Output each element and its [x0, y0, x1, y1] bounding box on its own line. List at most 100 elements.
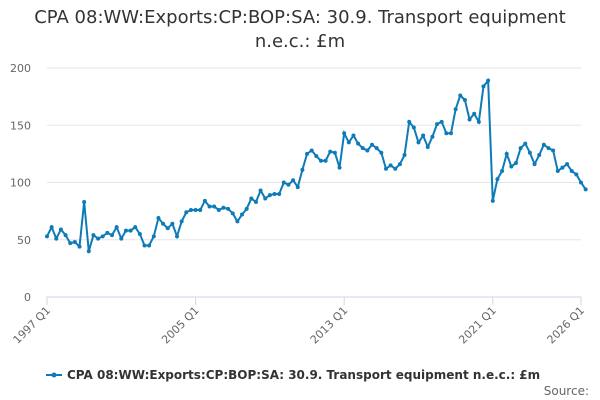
y-tick-label: 50 — [17, 234, 31, 247]
data-point — [444, 131, 449, 136]
data-point — [119, 236, 124, 241]
data-point — [574, 172, 579, 177]
data-point — [86, 249, 91, 254]
data-point — [123, 228, 128, 233]
data-point — [523, 141, 528, 146]
data-point — [481, 84, 486, 89]
data-point — [230, 211, 235, 216]
data-point — [472, 111, 477, 116]
data-point — [207, 204, 212, 209]
legend-label: CPA 08:WW:Exports:CP:BOP:SA: 30.9. Trans… — [67, 368, 540, 382]
data-point — [137, 232, 142, 237]
data-point — [142, 243, 147, 248]
data-point — [277, 191, 282, 196]
data-point — [221, 205, 226, 210]
data-point — [96, 236, 101, 241]
data-point — [235, 219, 240, 224]
data-point — [439, 119, 444, 124]
data-point — [462, 98, 467, 103]
data-point — [240, 212, 245, 217]
data-point — [416, 140, 421, 145]
data-point — [504, 151, 509, 156]
data-point — [393, 166, 398, 171]
data-point — [579, 180, 583, 185]
data-point — [323, 158, 328, 163]
data-point — [198, 207, 203, 212]
data-point — [170, 221, 175, 226]
data-point — [105, 230, 110, 235]
data-point — [569, 169, 574, 174]
data-point — [216, 207, 221, 212]
data-point — [263, 196, 268, 201]
data-point — [513, 161, 518, 166]
data-point — [54, 236, 59, 241]
data-point — [388, 163, 393, 168]
data-point — [212, 204, 217, 209]
data-point — [68, 241, 73, 246]
data-point — [91, 233, 96, 238]
data-point — [342, 131, 347, 136]
data-point — [175, 234, 180, 239]
data-point — [435, 122, 440, 127]
data-point — [49, 225, 54, 230]
data-point — [430, 134, 435, 139]
data-point — [518, 146, 523, 151]
data-point — [532, 162, 537, 167]
data-point — [332, 150, 337, 155]
data-point — [555, 169, 560, 174]
data-point — [291, 178, 296, 183]
data-point — [184, 210, 189, 215]
data-point — [128, 228, 133, 233]
x-tick-label: 1997 Q1 — [11, 304, 54, 347]
data-point — [202, 198, 207, 203]
data-point — [370, 142, 375, 147]
x-tick-label: 2005 Q1 — [159, 304, 202, 347]
data-point — [565, 162, 570, 167]
y-tick-label: 100 — [10, 177, 31, 190]
data-point — [249, 196, 254, 201]
x-tick-label: 2013 Q1 — [308, 304, 351, 347]
data-point — [490, 198, 495, 203]
data-point — [193, 207, 198, 212]
data-point — [147, 243, 152, 248]
data-point — [314, 154, 319, 159]
data-point — [58, 227, 63, 232]
data-point — [365, 148, 370, 153]
data-point — [402, 153, 407, 158]
data-point — [411, 125, 416, 130]
data-point — [546, 146, 551, 151]
data-point — [244, 206, 249, 211]
y-tick-label: 0 — [24, 291, 31, 304]
data-point — [379, 150, 384, 155]
data-point — [156, 215, 161, 220]
data-point — [551, 148, 556, 153]
data-point — [161, 221, 166, 226]
data-point — [476, 119, 481, 124]
data-point — [77, 244, 82, 249]
x-tick-label: 2026 Q1 — [545, 304, 588, 347]
data-point — [467, 117, 472, 122]
data-point — [360, 146, 365, 151]
data-point — [151, 234, 156, 239]
data-point — [328, 149, 333, 154]
data-point — [537, 153, 542, 158]
data-point — [286, 182, 291, 187]
data-point — [295, 185, 300, 190]
data-point — [253, 199, 258, 204]
data-point — [188, 207, 193, 212]
data-point — [500, 169, 505, 174]
data-point — [226, 206, 231, 211]
data-point — [45, 234, 49, 239]
data-point — [383, 166, 388, 171]
data-point — [397, 162, 402, 167]
data-point — [374, 146, 379, 151]
data-point — [425, 145, 430, 150]
data-point — [133, 225, 138, 230]
data-point — [453, 107, 458, 112]
data-point — [583, 187, 588, 192]
data-point — [165, 226, 170, 231]
data-point — [346, 140, 351, 145]
y-tick-label: 150 — [10, 119, 31, 132]
data-point — [356, 141, 361, 146]
